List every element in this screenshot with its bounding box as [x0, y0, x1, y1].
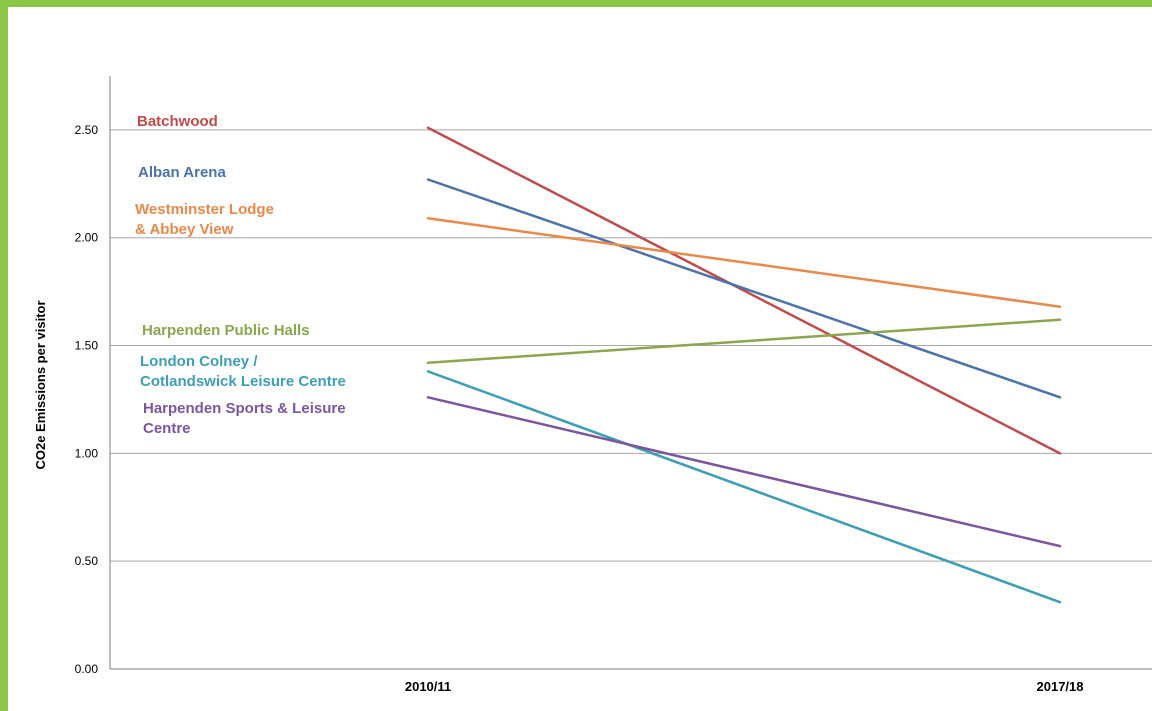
series-line: [426, 126, 1062, 455]
y-tick-label: 2.00: [75, 231, 99, 245]
y-tick-label: 2.50: [75, 123, 99, 137]
series-label: & Abbey View: [135, 221, 234, 238]
x-tick-label: 2010/11: [405, 679, 451, 694]
series-labels: Batchwood Alban Arena Westminster Lodge & A…: [135, 113, 346, 437]
series-label: Batchwood: [137, 113, 218, 130]
series-lines: [426, 126, 1062, 604]
y-axis-title: CO2e Emissions per visitor: [33, 300, 48, 469]
y-tick-labels: 0.00 0.50 1.00 1.50 2.00 2.50: [75, 123, 99, 676]
series-line: [426, 318, 1062, 365]
x-tick-label: 2017/18: [1037, 679, 1084, 694]
series-label: Cotlandswick Leisure Centre: [140, 373, 346, 390]
series-line: [426, 370, 1062, 604]
y-tick-label: 1.00: [75, 446, 99, 460]
series-line: [426, 217, 1062, 308]
y-tick-label: 1.50: [75, 339, 99, 353]
series-label: Harpenden Public Halls: [142, 322, 310, 339]
series-label: Alban Arena: [138, 164, 226, 181]
series-label: Harpenden Sports & Leisure: [143, 400, 346, 417]
series-line: [426, 396, 1062, 548]
series-line: [426, 178, 1062, 399]
axes: [109, 76, 1152, 670]
x-tick-labels: 2010/11 2017/18: [405, 679, 1084, 694]
y-tick-label: 0.50: [75, 554, 99, 568]
series-label: Centre: [143, 420, 191, 437]
y-tick-label: 0.00: [75, 662, 99, 676]
gridlines: [110, 129, 1152, 562]
series-label: London Colney /: [140, 353, 258, 370]
series-label: Westminster Lodge: [135, 201, 274, 218]
